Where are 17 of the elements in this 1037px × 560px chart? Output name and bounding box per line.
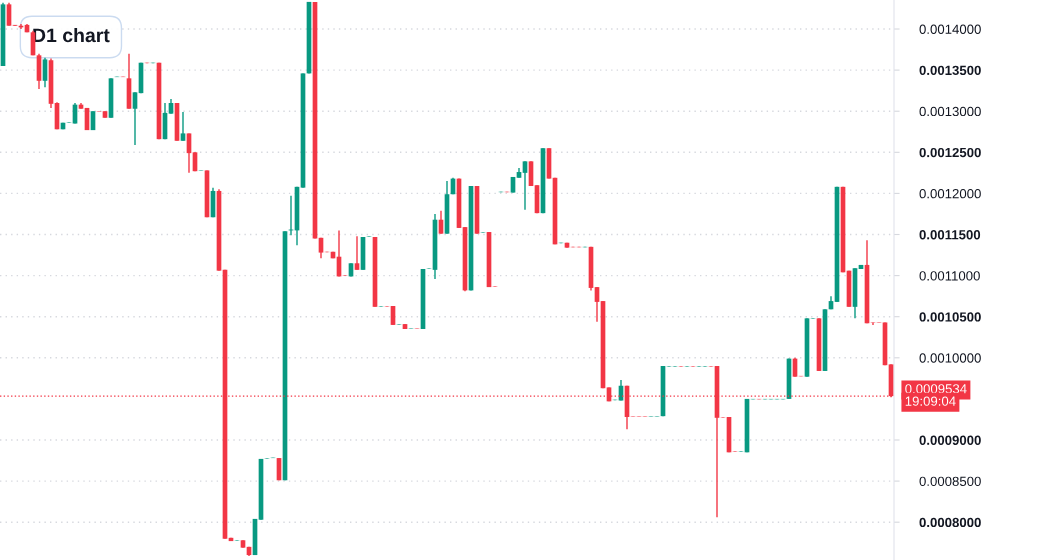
ref-line-label: 0.0009534 bbox=[905, 384, 967, 394]
y-tick-label: 0.0012500 bbox=[919, 147, 981, 158]
candlestick bbox=[180, 111, 186, 142]
y-tick-label: 0.0008500 bbox=[919, 476, 981, 486]
y-tick-label: 0.0013500 bbox=[919, 65, 981, 76]
y-tick-label: 0.0012000 bbox=[919, 188, 981, 199]
y-tick-label: 0.0013000 bbox=[919, 106, 981, 117]
y-tick-label: 0.0011500 bbox=[919, 230, 981, 240]
candlestick bbox=[354, 235, 360, 271]
y-tick-label: 0.0010500 bbox=[919, 312, 981, 322]
y-tick-label: 0.0011000 bbox=[919, 271, 980, 281]
candlestick bbox=[870, 321, 876, 326]
y-tick-label: 0.0014000 bbox=[919, 24, 981, 34]
y-tick-label: 0.0009000 bbox=[919, 435, 981, 445]
y-tick-label: 0.0010000 bbox=[919, 353, 981, 363]
text: 19:09:04 bbox=[905, 396, 956, 406]
y-tick-label: 0.0008000 bbox=[919, 517, 981, 528]
